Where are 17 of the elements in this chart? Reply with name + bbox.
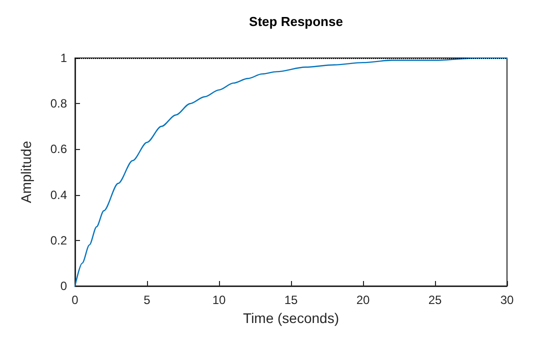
x-tick-label: 15 (284, 293, 298, 307)
y-tick-label: 0.2 (50, 233, 68, 248)
chart-title: Step Response (249, 14, 343, 29)
x-tick-label: 25 (428, 293, 442, 307)
x-tick-label: 5 (144, 293, 151, 307)
x-tick-label: 20 (356, 293, 370, 307)
x-tick-label: 10 (212, 293, 226, 307)
y-tick-label: 0.8 (50, 96, 68, 111)
y-axis-title: Amplitude (18, 140, 34, 204)
x-tick-label: 0 (72, 293, 79, 307)
y-tick-label: 0.6 (50, 142, 68, 156)
y-tick-label: 0 (60, 279, 68, 293)
y-tick-label: 0.4 (50, 188, 68, 202)
line-series (74, 57, 508, 287)
y-tick-label: 1 (60, 51, 68, 65)
x-axis-title: Time (seconds) (243, 310, 339, 326)
x-tick-label: 30 (500, 293, 514, 307)
